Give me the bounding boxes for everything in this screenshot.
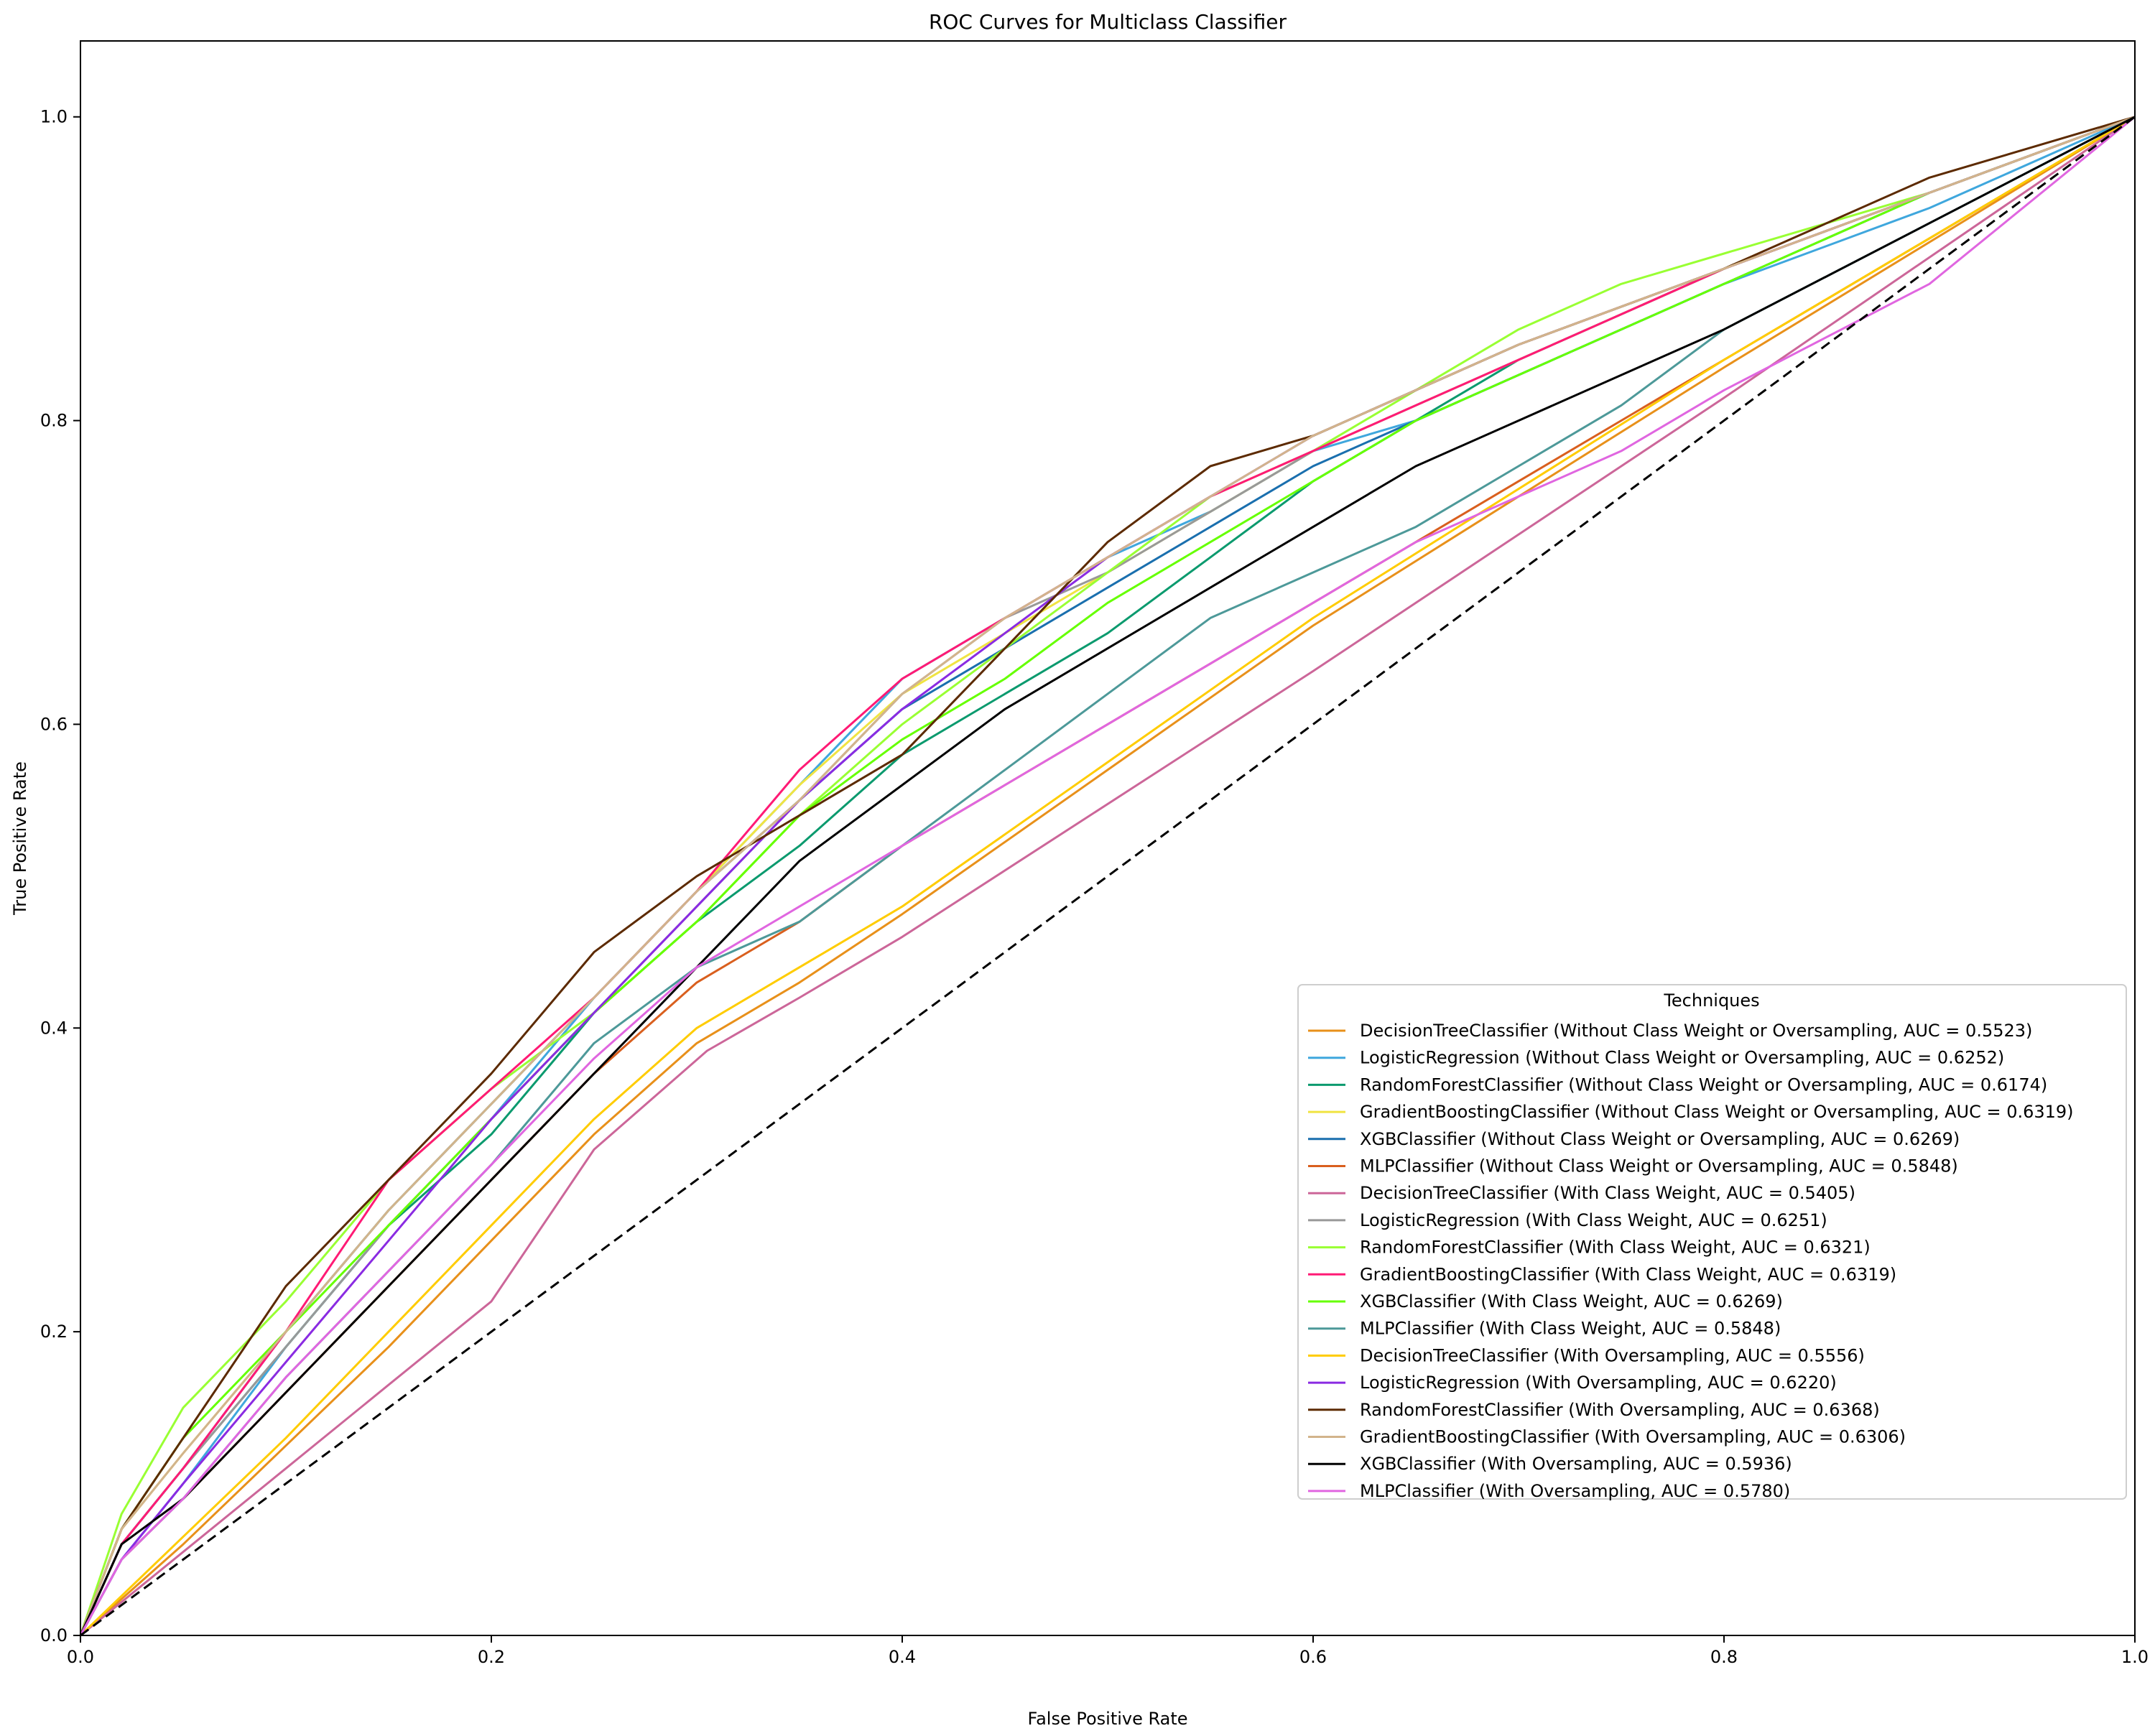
series-line-18 — [79, 116, 2136, 1636]
x-tick-label: 0.6 — [1299, 1647, 1327, 1667]
y-tick-label: 0.2 — [40, 1322, 68, 1342]
series-line-16 — [79, 116, 2136, 1636]
series-layer — [79, 116, 2136, 1637]
series-line-9 — [79, 116, 2136, 1636]
legend-label: RandomForestClassifier (With Class Weigh… — [1360, 1238, 1871, 1258]
x-tick-label: 0.8 — [1710, 1647, 1738, 1667]
plot-frame — [80, 40, 2136, 1636]
legend-label: XGBClassifier (With Oversampling, AUC = … — [1360, 1454, 1792, 1474]
x-tick-label: 1.0 — [2121, 1647, 2149, 1667]
legend-entries: DecisionTreeClassifier (Without Class We… — [1308, 1021, 2074, 1501]
legend-label: MLPClassifier (Without Class Weight or O… — [1360, 1156, 1958, 1176]
legend-label: LogisticRegression (Without Class Weight… — [1360, 1048, 2004, 1068]
legend-label: GradientBoostingClassifier (Without Clas… — [1360, 1102, 2074, 1122]
x-tick-label: 0.0 — [67, 1647, 94, 1667]
legend-label: LogisticRegression (With Class Weight, A… — [1360, 1210, 1827, 1230]
legend-label: DecisionTreeClassifier (With Oversamplin… — [1360, 1345, 1865, 1365]
legend-label: RandomForestClassifier (With Oversamplin… — [1360, 1400, 1880, 1420]
legend-label: MLPClassifier (With Oversampling, AUC = … — [1360, 1481, 1790, 1501]
legend-box — [1297, 984, 2127, 1500]
legend-label: XGBClassifier (Without Class Weight or O… — [1360, 1129, 1960, 1149]
legend-label: GradientBoostingClassifier (With Class W… — [1360, 1264, 1896, 1284]
legend-label: LogisticRegression (With Oversampling, A… — [1360, 1373, 1837, 1393]
y-tick-label: 1.0 — [40, 107, 68, 127]
legend-label: GradientBoostingClassifier (With Oversam… — [1360, 1427, 1906, 1447]
series-line-17 — [79, 116, 2136, 1636]
legend-label: RandomForestClassifier (Without Class We… — [1360, 1074, 2047, 1095]
legend-label: MLPClassifier (With Class Weight, AUC = … — [1360, 1319, 1781, 1339]
x-tick-label: 0.4 — [889, 1647, 916, 1667]
x-axis-label: False Positive Rate — [1027, 1709, 1187, 1729]
y-axis-label: True Positive Rate — [10, 761, 30, 916]
y-tick-label: 0.0 — [40, 1625, 68, 1646]
chart-title: ROC Curves for Multiclass Classifier — [929, 10, 1287, 34]
legend-label: DecisionTreeClassifier (With Class Weigh… — [1360, 1183, 1855, 1203]
series-line-13 — [79, 116, 2136, 1637]
legend: Techniques DecisionTreeClassifier (Witho… — [1297, 984, 2127, 1501]
axis-ticks: 0.0 0.2 0.4 0.6 0.8 1.0 0.0 0.2 0.4 0.6 0.8 1.0 — [40, 107, 2149, 1667]
legend-label: DecisionTreeClassifier (Without Class We… — [1360, 1021, 2032, 1041]
x-tick-label: 0.2 — [478, 1647, 505, 1667]
legend-label: XGBClassifier (With Class Weight, AUC = … — [1360, 1291, 1783, 1312]
legend-title: Techniques — [1663, 990, 1759, 1011]
y-tick-label: 0.8 — [40, 411, 68, 431]
y-tick-label: 0.6 — [40, 714, 68, 734]
series-line-1 — [80, 116, 2136, 1637]
y-tick-label: 0.4 — [40, 1018, 68, 1038]
series-line-7 — [80, 116, 2136, 1637]
